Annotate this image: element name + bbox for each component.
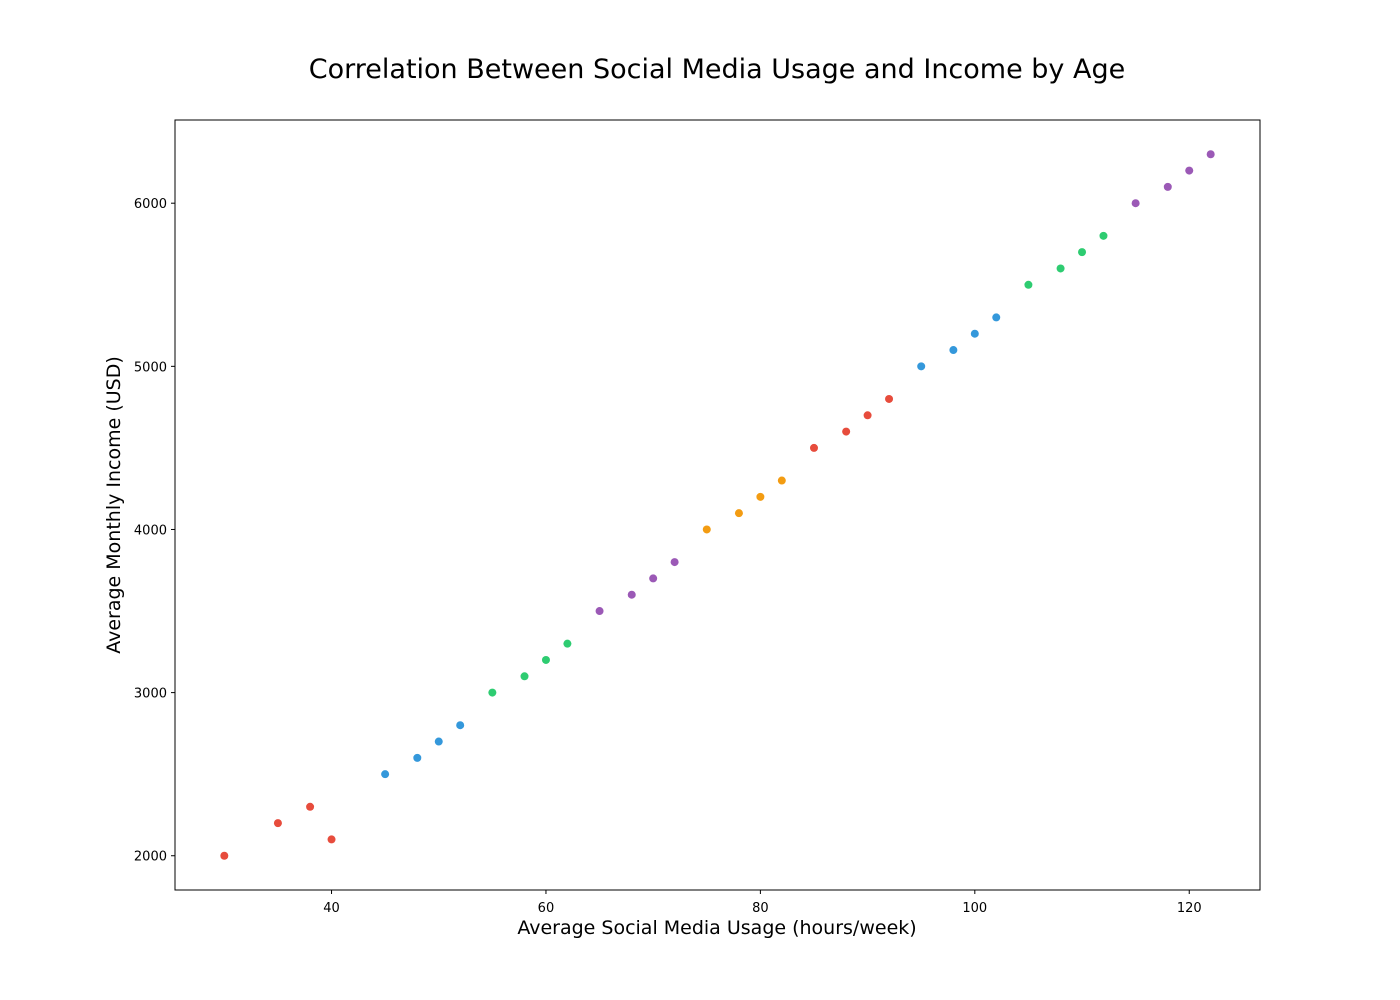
y-tick-label: 3000 [134, 687, 167, 702]
data-point [563, 639, 572, 648]
data-point [809, 443, 818, 452]
data-point [863, 411, 872, 420]
data-point [1206, 150, 1215, 159]
data-point [1078, 248, 1087, 257]
data-point [306, 802, 315, 811]
data-point [413, 753, 422, 762]
y-axis-label: Average Monthly Income (USD) [103, 356, 125, 654]
x-tick-label: 40 [323, 901, 340, 916]
data-point [885, 394, 894, 403]
y-tick-label: 4000 [134, 523, 167, 538]
data-point [273, 819, 282, 828]
chart-title: Correlation Between Social Media Usage a… [309, 54, 1125, 85]
data-point [734, 509, 743, 518]
data-point [1163, 182, 1172, 191]
data-point [541, 655, 550, 664]
plot-frame [174, 119, 1261, 891]
data-point [970, 329, 979, 338]
data-point [670, 558, 679, 567]
data-point [627, 590, 636, 599]
data-point [949, 346, 958, 355]
data-point [595, 607, 604, 616]
data-point [702, 525, 711, 534]
x-tick-label: 80 [752, 901, 769, 916]
data-point [1056, 264, 1065, 273]
data-point [1185, 166, 1194, 175]
data-point [1024, 280, 1033, 289]
x-tick-label: 120 [1177, 901, 1202, 916]
data-point [381, 770, 390, 779]
data-point [1131, 199, 1140, 208]
data-point [327, 835, 336, 844]
data-point [456, 721, 465, 730]
data-point [1099, 231, 1108, 240]
x-axis-ticks: 40 60 80 100 120 [323, 890, 1202, 916]
data-point [649, 574, 658, 583]
data-point [488, 688, 497, 697]
data-point [434, 737, 443, 746]
y-tick-label: 6000 [134, 197, 167, 212]
data-point [520, 672, 529, 681]
data-point [917, 362, 926, 371]
x-tick-label: 100 [962, 901, 987, 916]
data-point [842, 427, 851, 436]
y-tick-label: 5000 [134, 360, 167, 375]
data-point [777, 476, 786, 485]
y-axis-ticks: 2000 3000 4000 5000 6000 [134, 197, 175, 865]
data-point [992, 313, 1001, 322]
x-tick-label: 60 [538, 901, 555, 916]
plot-area [220, 150, 1215, 860]
x-axis-label: Average Social Media Usage (hours/week) [517, 917, 916, 939]
y-tick-label: 2000 [134, 850, 167, 865]
data-point [756, 492, 765, 501]
data-point [220, 851, 229, 860]
